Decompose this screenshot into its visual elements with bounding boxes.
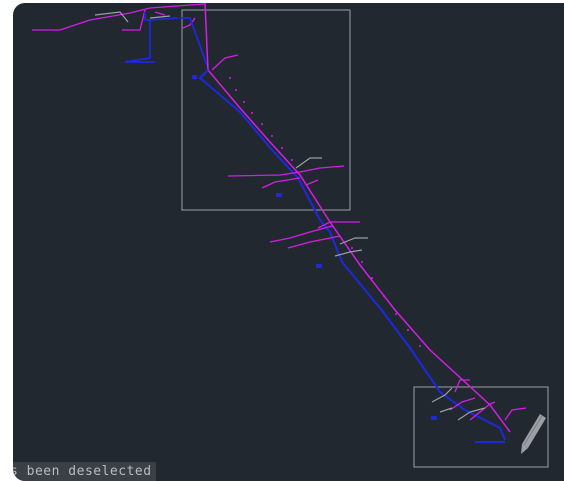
selection-box-bottom[interactable] (413, 386, 549, 468)
blue-main-route (198, 69, 506, 441)
grey-top-left-lines (94, 11, 171, 23)
cad-viewport[interactable]: s been deselected (13, 3, 564, 481)
dotted-offset-line (229, 77, 421, 347)
magenta-branches (211, 54, 527, 421)
magenta-main-route (204, 3, 511, 433)
pencil-icon[interactable] (518, 412, 548, 456)
drawing-canvas[interactable] (13, 3, 564, 481)
selection-box-top[interactable] (181, 9, 351, 211)
magenta-top-left-lines (32, 3, 206, 31)
blue-node-markers (192, 75, 437, 420)
status-message: s been deselected (13, 462, 156, 481)
grey-annotations (295, 157, 486, 421)
blue-top-structure (124, 12, 209, 69)
